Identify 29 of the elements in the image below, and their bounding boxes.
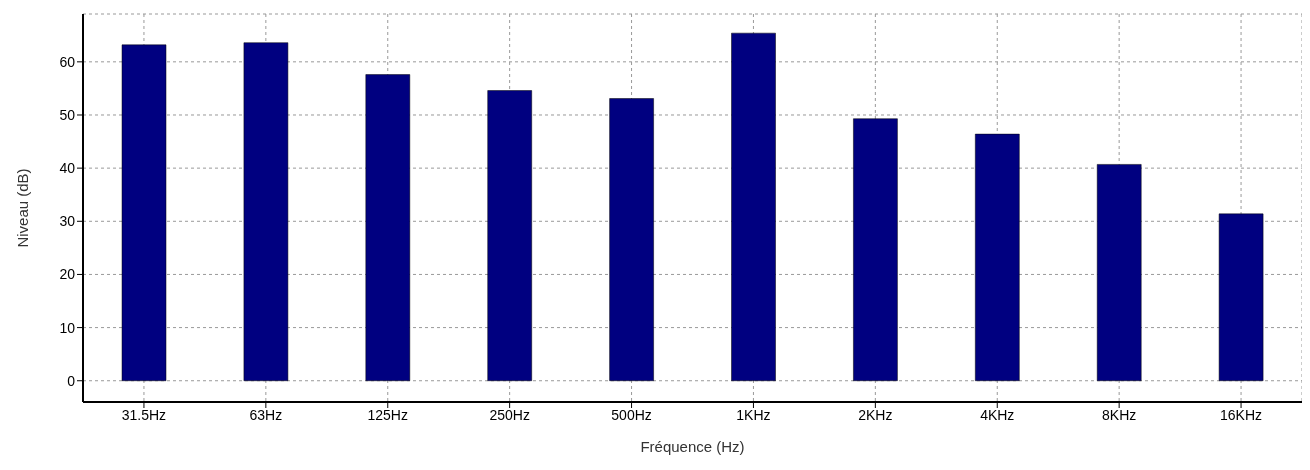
x-tick-label: 250Hz bbox=[489, 406, 530, 423]
x-tick-label: 4KHz bbox=[980, 406, 1015, 423]
bar bbox=[975, 133, 1020, 381]
bar bbox=[487, 90, 532, 381]
x-axis-title: Fréquence (Hz) bbox=[640, 438, 745, 455]
bar bbox=[853, 118, 898, 381]
y-tick-label: 10 bbox=[59, 319, 76, 336]
bar bbox=[121, 44, 167, 381]
x-tick-label: 1KHz bbox=[736, 406, 771, 423]
x-tick-label: 16KHz bbox=[1220, 406, 1263, 423]
y-tick-label: 60 bbox=[59, 53, 76, 70]
y-tick-label: 0 bbox=[67, 372, 76, 389]
x-tick-label: 500Hz bbox=[611, 406, 652, 423]
x-tick-label: 2KHz bbox=[858, 406, 893, 423]
x-tick-label: 63Hz bbox=[249, 406, 283, 423]
bar bbox=[365, 74, 411, 381]
x-tick-label: 31.5Hz bbox=[121, 406, 167, 423]
x-tick-label: 125Hz bbox=[367, 406, 408, 423]
bar bbox=[609, 98, 654, 381]
y-tick-label: 40 bbox=[59, 160, 76, 177]
y-tick-label: 50 bbox=[59, 106, 76, 123]
x-tick-label: 8KHz bbox=[1102, 406, 1137, 423]
bar bbox=[731, 32, 776, 381]
y-axis-title: Niveau (dB) bbox=[14, 168, 32, 248]
y-tick-label: 30 bbox=[59, 213, 76, 230]
y-tick-label: 20 bbox=[59, 266, 76, 283]
bar bbox=[243, 42, 289, 381]
bar bbox=[1218, 213, 1264, 381]
bar bbox=[1096, 164, 1142, 381]
